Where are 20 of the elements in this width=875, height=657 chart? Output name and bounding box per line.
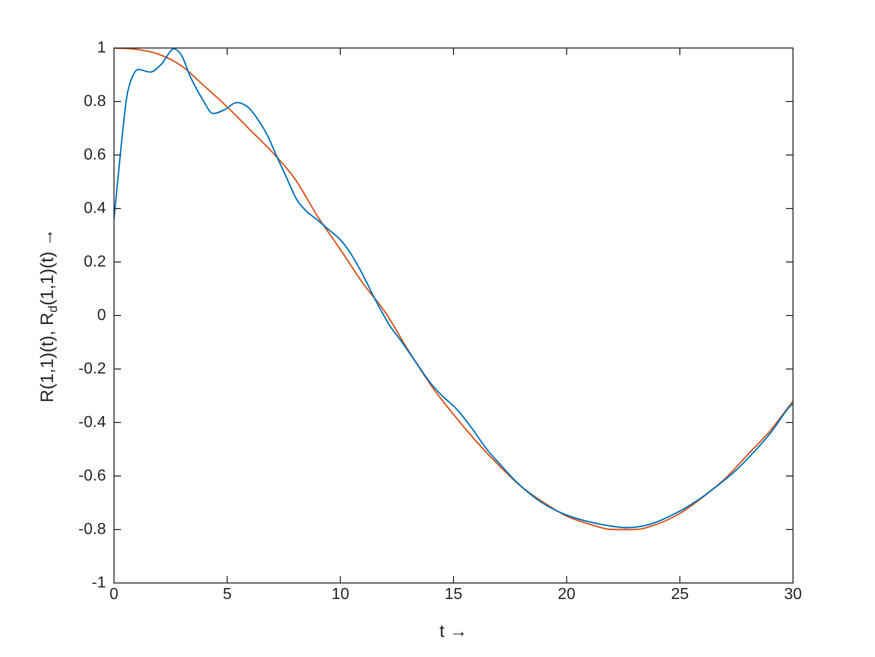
x-tick-label: 10: [331, 586, 350, 604]
x-axis-title: t →: [439, 621, 468, 642]
y-tick-label: 0.4: [84, 200, 106, 217]
x-tick-label: 0: [110, 586, 119, 604]
y-axis-title: R(1,1)(t), Rd(1,1)(t) →: [36, 228, 60, 403]
y-tick-label: -0.4: [78, 414, 106, 431]
y-tick-label: 0.8: [84, 92, 106, 110]
x-tick-label: 30: [784, 586, 802, 604]
y-tick-label: 0.2: [84, 253, 106, 270]
y-tick-label: 0.6: [84, 146, 106, 164]
y-tick-label: -0.8: [78, 520, 106, 538]
y-tick-label: 1: [97, 39, 106, 56]
x-tick-label: 25: [670, 586, 689, 604]
y-tick-label: -0.6: [78, 467, 106, 484]
y-tick-label: -0.2: [78, 360, 106, 378]
x-tick-label: 20: [558, 586, 576, 604]
x-tick-label: 5: [222, 586, 232, 604]
y-tick-label: -1: [92, 574, 106, 592]
x-tick-label: 15: [444, 586, 462, 604]
y-tick-label: 0: [97, 306, 106, 324]
